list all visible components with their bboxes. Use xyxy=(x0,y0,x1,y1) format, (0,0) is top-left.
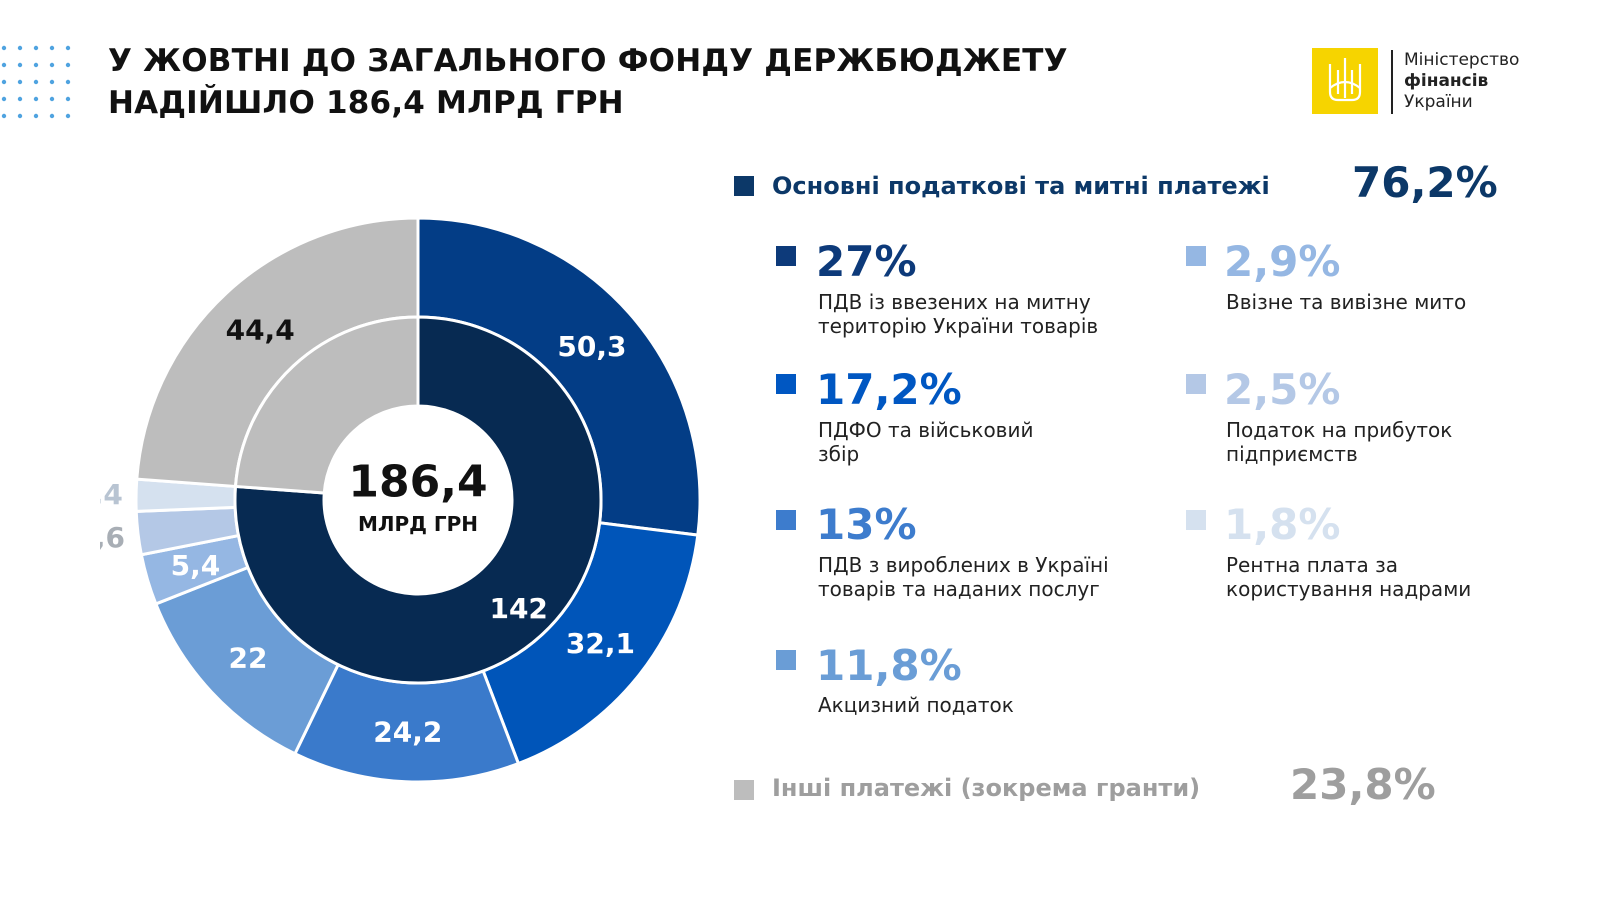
inner-ring-slice xyxy=(233,315,420,495)
decorative-dot xyxy=(49,113,55,119)
decorative-dot xyxy=(1,79,7,85)
legend-item-pct: 2,9% xyxy=(1224,237,1341,286)
legend-item-pct: 1,8% xyxy=(1224,500,1341,549)
donut-chart: 50,3 32,1 24,2 22 5,4 4,6 3,4 44,4 142 186,4 МЛРД … xyxy=(100,216,702,784)
page-title: У ЖОВТНІ ДО ЗАГАЛЬНОГО ФОНДУ ДЕРЖБЮДЖЕТУ… xyxy=(108,40,1068,124)
logo-text: Міністерство фінансів України xyxy=(1404,50,1519,113)
legend-item-swatch xyxy=(1186,374,1206,394)
donut-center xyxy=(326,408,510,592)
legend-main-swatch xyxy=(734,176,754,196)
ministry-logo: Міністерство фінансів України xyxy=(1312,48,1572,118)
decorative-dot xyxy=(65,113,71,119)
legend-other-pct: 23,8% xyxy=(1290,760,1436,809)
legend-main-label: Основні податкові та митні платежі xyxy=(772,172,1270,200)
decorative-dot xyxy=(1,45,7,51)
trident-icon xyxy=(1312,48,1378,114)
decorative-dot xyxy=(17,79,23,85)
legend-other-label: Інші платежі (зокрема гранти) xyxy=(772,774,1201,802)
decorative-dot xyxy=(33,113,39,119)
decorative-dot xyxy=(65,62,71,68)
legend-item-swatch xyxy=(776,510,796,530)
legend-main-pct: 76,2% xyxy=(1352,158,1498,207)
legend-item-swatch xyxy=(776,246,796,266)
center-total-value: 186,4 xyxy=(348,457,487,508)
decorative-dot xyxy=(49,45,55,51)
decorative-dot xyxy=(17,45,23,51)
outer-ring-label: 50,3 xyxy=(557,330,626,363)
decorative-dot xyxy=(17,96,23,102)
legend-item-pct: 17,2% xyxy=(816,365,962,414)
logo-line-2: фінансів xyxy=(1404,71,1489,91)
decorative-dot xyxy=(33,96,39,102)
logo-line-1: Міністерство xyxy=(1404,50,1520,70)
decorative-dot xyxy=(17,113,23,119)
decorative-dot xyxy=(33,45,39,51)
decorative-dot xyxy=(1,96,7,102)
outer-ring-label: 44,4 xyxy=(226,313,295,346)
decorative-dot xyxy=(33,62,39,68)
legend-item-label: ПДФО та військовий збір xyxy=(818,418,1034,466)
legend-other-swatch xyxy=(734,780,754,800)
decorative-dot xyxy=(65,45,71,51)
legend-item-label: Акцизний податок xyxy=(818,693,1014,717)
logo-line-3: України xyxy=(1404,92,1473,112)
outer-ring-label: 24,2 xyxy=(373,715,442,748)
legend-item-label: ПДВ з вироблених в Україні товарів та на… xyxy=(818,553,1109,601)
outer-ring-label: 22 xyxy=(228,641,267,674)
legend-item-swatch xyxy=(776,374,796,394)
decorative-dot xyxy=(49,79,55,85)
decorative-dot xyxy=(33,79,39,85)
title-line-2: НАДІЙШЛО 186,4 МЛРД ГРН xyxy=(108,85,624,121)
legend-item-swatch xyxy=(1186,246,1206,266)
decorative-dot xyxy=(65,79,71,85)
outer-ring-label: 32,1 xyxy=(566,627,635,660)
center-total-unit: МЛРД ГРН xyxy=(358,512,478,536)
legend-item-label: Ввізне та вивізне мито xyxy=(1226,290,1467,314)
legend-item-swatch xyxy=(1186,510,1206,530)
legend-item-label: Рентна плата за користування надрами xyxy=(1226,553,1472,601)
decorative-dot xyxy=(65,96,71,102)
outer-ring-label: 4,6 xyxy=(100,521,125,554)
legend-item-label: Податок на прибуток підприємств xyxy=(1226,418,1453,466)
legend-item-swatch xyxy=(776,650,796,670)
decorative-dot xyxy=(1,113,7,119)
outer-ring-label: 5,4 xyxy=(171,549,221,582)
title-line-1: У ЖОВТНІ ДО ЗАГАЛЬНОГО ФОНДУ ДЕРЖБЮДЖЕТУ xyxy=(108,43,1068,79)
legend-item-pct: 11,8% xyxy=(816,641,962,690)
decorative-dots xyxy=(1,45,71,119)
inner-ring-slice xyxy=(233,315,603,685)
inner-ring-label: 142 xyxy=(489,592,547,625)
legend-item-pct: 13% xyxy=(816,500,917,549)
decorative-dot xyxy=(1,62,7,68)
decorative-dot xyxy=(49,62,55,68)
outer-ring-label: 3,4 xyxy=(100,478,123,511)
decorative-dot xyxy=(17,62,23,68)
decorative-dot xyxy=(49,96,55,102)
legend-item-label: ПДВ із ввезених на митну територію Украї… xyxy=(818,290,1099,338)
logo-divider xyxy=(1391,50,1393,114)
legend-item-pct: 2,5% xyxy=(1224,365,1341,414)
legend-item-pct: 27% xyxy=(816,237,917,286)
